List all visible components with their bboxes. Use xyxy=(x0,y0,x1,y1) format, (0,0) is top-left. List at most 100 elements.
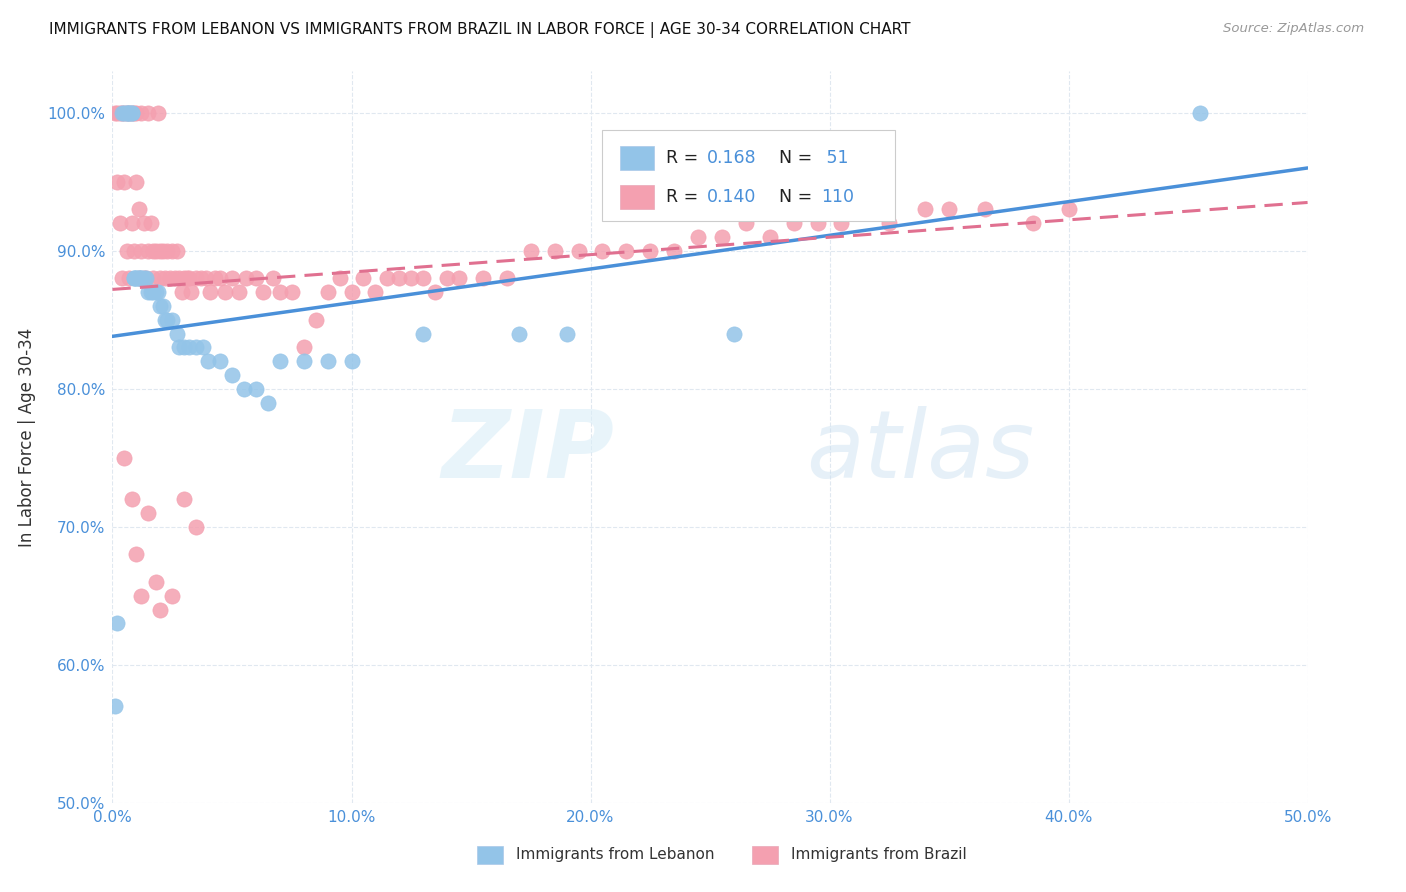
Text: Source: ZipAtlas.com: Source: ZipAtlas.com xyxy=(1223,22,1364,36)
Point xyxy=(129,271,152,285)
Point xyxy=(186,271,208,285)
Point xyxy=(543,244,565,258)
Point xyxy=(166,326,188,341)
Point xyxy=(128,271,150,285)
Point xyxy=(156,312,179,326)
Point xyxy=(412,326,434,341)
Text: 0.168: 0.168 xyxy=(706,149,756,167)
Point xyxy=(1057,202,1080,217)
Point xyxy=(105,105,128,120)
Text: R =: R = xyxy=(666,188,703,206)
Point xyxy=(245,382,267,396)
Point xyxy=(118,105,141,120)
Point xyxy=(118,105,141,120)
Point xyxy=(316,354,339,368)
Point xyxy=(555,326,578,341)
Point xyxy=(128,202,150,217)
Point xyxy=(340,354,363,368)
Point xyxy=(152,244,174,258)
Point xyxy=(145,244,167,258)
Point xyxy=(233,382,256,396)
Point xyxy=(146,285,169,300)
Point xyxy=(142,244,165,258)
Point xyxy=(340,285,363,300)
Point xyxy=(807,216,830,230)
Point xyxy=(688,230,710,244)
Point xyxy=(149,271,172,285)
Point xyxy=(132,271,155,285)
Point xyxy=(153,271,176,285)
Point xyxy=(139,285,162,300)
Text: N =: N = xyxy=(779,188,818,206)
Point xyxy=(197,354,219,368)
Bar xyxy=(620,146,654,170)
Text: R =: R = xyxy=(666,149,703,167)
Point xyxy=(121,216,143,230)
Point xyxy=(735,216,758,230)
Point xyxy=(115,105,138,120)
Point xyxy=(520,244,543,258)
Point xyxy=(200,285,222,300)
Point xyxy=(105,616,128,631)
Point xyxy=(135,271,157,285)
Point xyxy=(138,285,160,300)
Point xyxy=(193,340,215,354)
Point xyxy=(105,175,128,189)
Point xyxy=(122,105,145,120)
Point xyxy=(221,271,243,285)
Point xyxy=(149,602,172,616)
Point xyxy=(108,105,131,120)
Point xyxy=(180,285,202,300)
Point xyxy=(194,271,217,285)
Point xyxy=(592,244,614,258)
Point xyxy=(125,271,148,285)
Point xyxy=(305,312,328,326)
Point xyxy=(139,216,162,230)
Point xyxy=(329,271,352,285)
Point xyxy=(186,520,208,534)
Point xyxy=(145,285,167,300)
Bar xyxy=(477,846,503,864)
Point xyxy=(159,271,181,285)
Point xyxy=(245,271,267,285)
Point xyxy=(173,271,195,285)
Point xyxy=(914,202,936,217)
Point xyxy=(149,244,172,258)
Point xyxy=(269,285,291,300)
Text: Immigrants from Lebanon: Immigrants from Lebanon xyxy=(516,847,714,862)
Point xyxy=(149,299,172,313)
Point xyxy=(388,271,411,285)
Point xyxy=(138,506,160,520)
Point xyxy=(114,450,135,465)
Point xyxy=(104,105,127,120)
Point xyxy=(173,340,195,354)
Point xyxy=(496,271,519,285)
Point xyxy=(121,105,143,120)
Point xyxy=(269,354,291,368)
Point xyxy=(129,271,152,285)
Text: 51: 51 xyxy=(821,149,849,167)
Point xyxy=(664,244,686,258)
Point xyxy=(114,175,135,189)
Point xyxy=(377,271,399,285)
Point xyxy=(115,105,138,120)
Point xyxy=(177,340,200,354)
Point xyxy=(447,271,470,285)
Point xyxy=(228,285,250,300)
FancyBboxPatch shape xyxy=(603,130,896,221)
Point xyxy=(163,271,186,285)
Point xyxy=(114,105,135,120)
Point xyxy=(640,244,662,258)
Point xyxy=(252,285,274,300)
Point xyxy=(472,271,495,285)
Point xyxy=(138,105,160,120)
Text: 0.140: 0.140 xyxy=(706,188,756,206)
Point xyxy=(508,326,530,341)
Point xyxy=(281,285,304,300)
Point xyxy=(156,244,179,258)
Point xyxy=(190,271,212,285)
Point xyxy=(879,216,901,230)
Point xyxy=(118,105,141,120)
Point xyxy=(129,244,152,258)
Point xyxy=(166,244,188,258)
